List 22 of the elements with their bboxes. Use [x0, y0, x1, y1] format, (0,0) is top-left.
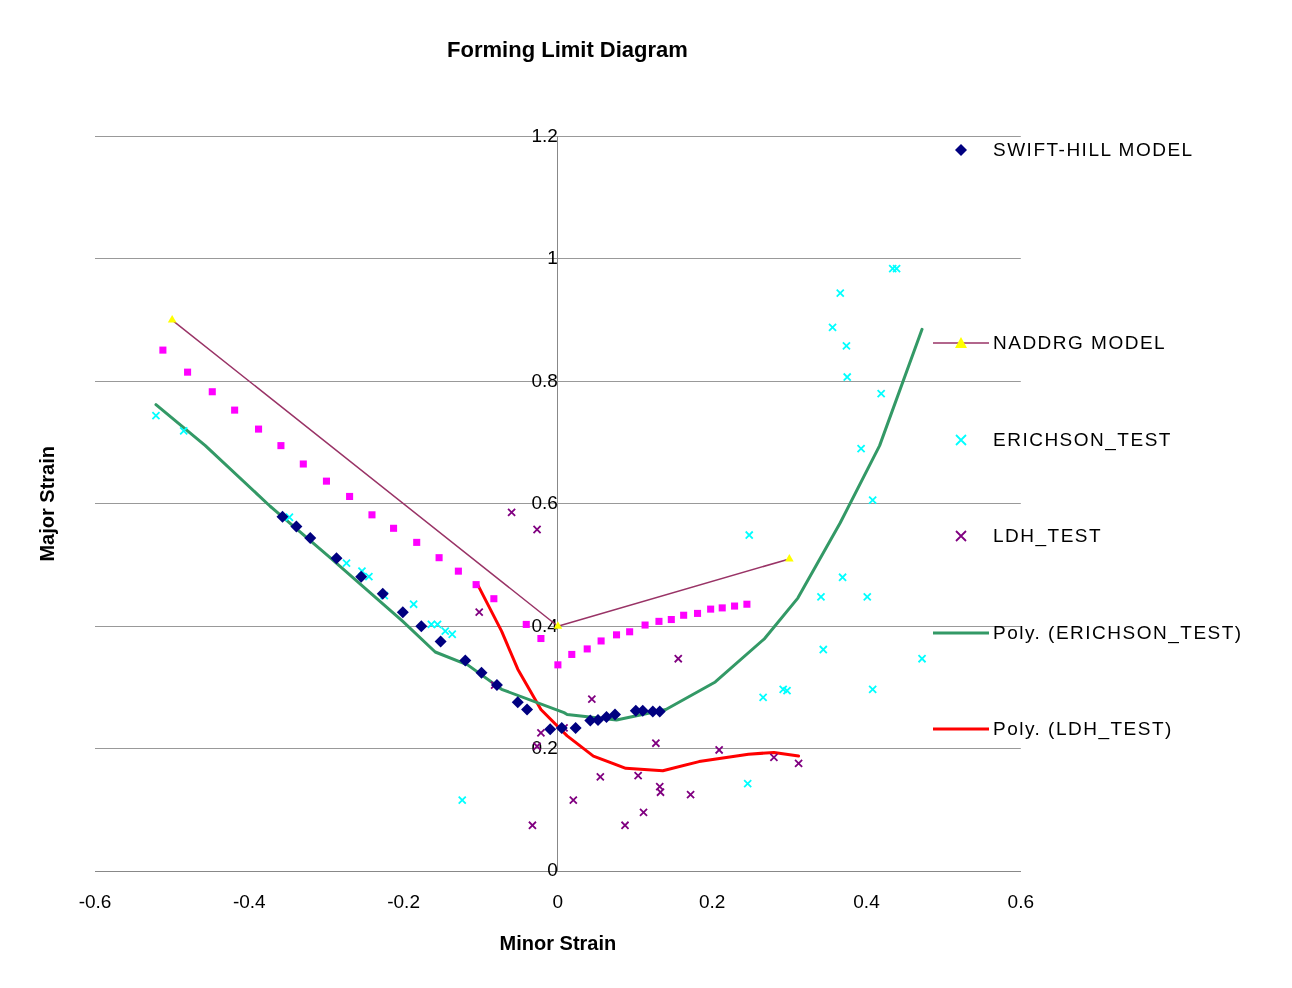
x-tick-label: 0.2 — [698, 890, 726, 912]
legend-label: Poly. (LDH_TEST) — [993, 718, 1173, 740]
x-tick-label: 0.4 — [853, 890, 881, 912]
x-tick-label: 0.6 — [1007, 890, 1034, 912]
x-tick-label: -0.2 — [387, 890, 420, 912]
x-axis-title: Minor Strain — [499, 931, 617, 954]
y-tick-label: 0.4 — [531, 614, 559, 636]
y-tick-label: 1.2 — [531, 124, 558, 146]
legend-label: ERICHSON_TEST — [993, 428, 1172, 451]
y-tick-label: 0.2 — [531, 736, 558, 758]
y-tick-label: 0.6 — [531, 492, 558, 514]
chart-title: Forming Limit Diagram — [447, 37, 688, 63]
legend-label: Poly. (ERICHSON_TEST) — [993, 621, 1243, 644]
y-tick-label: 1 — [547, 247, 558, 269]
y-tick-label: 0 — [547, 859, 558, 881]
x-tick-label: -0.6 — [78, 890, 112, 912]
x-tick-label: -0.4 — [232, 890, 267, 912]
legend-label: LDH_TEST — [993, 525, 1103, 547]
y-axis-title: Major Strain — [35, 446, 58, 562]
legend-label: SWIFT-HILL MODEL — [993, 139, 1194, 161]
y-tick-label: 0.8 — [531, 369, 558, 391]
legend-label: NADDRG MODEL — [993, 332, 1167, 354]
